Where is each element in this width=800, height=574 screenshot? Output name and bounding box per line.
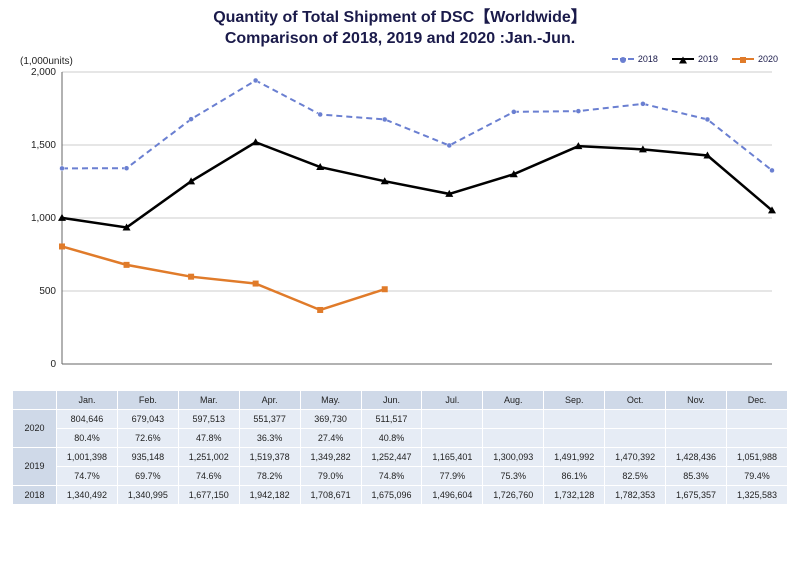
cell-2019-pct-10: 85.3%	[666, 466, 727, 485]
cell-2019-val-9: 1,470,392	[605, 447, 666, 466]
cell-2018-val-7: 1,726,760	[483, 485, 544, 504]
cell-2020-val-0: 804,646	[57, 409, 118, 428]
cell-2019-pct-9: 82.5%	[605, 466, 666, 485]
cell-2020-pct-7	[483, 428, 544, 447]
row-header-2019: 2019	[13, 447, 57, 485]
col-header-8: Sep.	[544, 390, 605, 409]
cell-2018-val-3: 1,942,182	[239, 485, 300, 504]
cell-2020-val-8	[544, 409, 605, 428]
cell-2019-pct-4: 79.0%	[300, 466, 361, 485]
cell-2020-val-11	[726, 409, 787, 428]
chart-container: (1,000units) 2018 2019 2020 0 500 1,000 1,500…	[12, 54, 788, 384]
cell-2018-val-5: 1,675,096	[361, 485, 422, 504]
cell-2020-val-10	[666, 409, 727, 428]
col-header-1: Feb.	[117, 390, 178, 409]
col-header-11: Dec.	[726, 390, 787, 409]
cell-2020-val-9	[605, 409, 666, 428]
cell-2018-val-2: 1,677,150	[178, 485, 239, 504]
cell-2019-val-10: 1,428,436	[666, 447, 727, 466]
unit-label: (1,000units)	[20, 56, 73, 67]
cell-2019-pct-5: 74.8%	[361, 466, 422, 485]
cell-2020-val-4: 369,730	[300, 409, 361, 428]
cell-2019-pct-7: 75.3%	[483, 466, 544, 485]
cell-2019-pct-6: 77.9%	[422, 466, 483, 485]
legend-label-2018: 2018	[638, 54, 658, 64]
cell-2020-pct-6	[422, 428, 483, 447]
cell-2020-val-7	[483, 409, 544, 428]
legend-item-2018: 2018	[612, 54, 658, 64]
cell-2020-pct-0: 80.4%	[57, 428, 118, 447]
cell-2019-pct-3: 78.2%	[239, 466, 300, 485]
cell-2018-val-8: 1,732,128	[544, 485, 605, 504]
svg-text:500: 500	[39, 286, 56, 297]
cell-2018-val-4: 1,708,671	[300, 485, 361, 504]
col-header-7: Aug.	[483, 390, 544, 409]
svg-text:0: 0	[50, 359, 56, 370]
cell-2020-pct-5: 40.8%	[361, 428, 422, 447]
title-line-2: Comparison of 2018, 2019 and 2020 :Jan.-…	[225, 30, 575, 47]
cell-2019-val-11: 1,051,988	[726, 447, 787, 466]
cell-2018-val-10: 1,675,357	[666, 485, 727, 504]
cell-2020-val-3: 551,377	[239, 409, 300, 428]
cell-2019-pct-8: 86.1%	[544, 466, 605, 485]
cell-2018-val-9: 1,782,353	[605, 485, 666, 504]
cell-2018-val-6: 1,496,604	[422, 485, 483, 504]
cell-2020-pct-9	[605, 428, 666, 447]
legend-label-2020: 2020	[758, 54, 778, 64]
col-header-2: Mar.	[178, 390, 239, 409]
cell-2020-val-5: 511,517	[361, 409, 422, 428]
cell-2019-val-4: 1,349,282	[300, 447, 361, 466]
svg-text:2,000: 2,000	[31, 67, 56, 78]
row-header-2018: 2018	[13, 485, 57, 504]
col-header-5: Jun.	[361, 390, 422, 409]
col-header-9: Oct.	[605, 390, 666, 409]
chart-title: Quantity of Total Shipment of DSC【Worldw…	[12, 8, 788, 50]
cell-2019-val-8: 1,491,992	[544, 447, 605, 466]
cell-2019-val-7: 1,300,093	[483, 447, 544, 466]
cell-2019-pct-2: 74.6%	[178, 466, 239, 485]
col-header-6: Jul.	[422, 390, 483, 409]
cell-2020-pct-3: 36.3%	[239, 428, 300, 447]
col-header-10: Nov.	[666, 390, 727, 409]
col-header-4: May.	[300, 390, 361, 409]
legend-label-2019: 2019	[698, 54, 718, 64]
cell-2020-pct-2: 47.8%	[178, 428, 239, 447]
col-header-0: Jan.	[57, 390, 118, 409]
cell-2019-val-1: 935,148	[117, 447, 178, 466]
cell-2020-val-6	[422, 409, 483, 428]
cell-2019-val-2: 1,251,002	[178, 447, 239, 466]
cell-2019-pct-11: 79.4%	[726, 466, 787, 485]
cell-2019-val-5: 1,252,447	[361, 447, 422, 466]
cell-2019-val-6: 1,165,401	[422, 447, 483, 466]
cell-2019-pct-0: 74.7%	[57, 466, 118, 485]
cell-2020-pct-10	[666, 428, 727, 447]
cell-2019-pct-1: 69.7%	[117, 466, 178, 485]
row-header-2020: 2020	[13, 409, 57, 447]
data-table: Jan.Feb.Mar.Apr.May.Jun.Jul.Aug.Sep.Oct.…	[12, 390, 788, 505]
line-chart: 0 500 1,000 1,500 2,000	[12, 54, 788, 384]
cell-2019-val-3: 1,519,378	[239, 447, 300, 466]
legend-item-2020: 2020	[732, 54, 778, 64]
cell-2020-val-2: 597,513	[178, 409, 239, 428]
cell-2018-val-0: 1,340,492	[57, 485, 118, 504]
svg-text:1,500: 1,500	[31, 140, 56, 151]
legend: 2018 2019 2020	[612, 54, 778, 64]
cell-2018-val-11: 1,325,583	[726, 485, 787, 504]
cell-2019-val-0: 1,001,398	[57, 447, 118, 466]
cell-2020-pct-8	[544, 428, 605, 447]
cell-2020-pct-1: 72.6%	[117, 428, 178, 447]
legend-item-2019: 2019	[672, 54, 718, 64]
title-line-1: Quantity of Total Shipment of DSC【Worldw…	[213, 9, 587, 26]
table-corner	[13, 390, 57, 409]
cell-2020-val-1: 679,043	[117, 409, 178, 428]
cell-2020-pct-11	[726, 428, 787, 447]
cell-2018-val-1: 1,340,995	[117, 485, 178, 504]
col-header-3: Apr.	[239, 390, 300, 409]
svg-text:1,000: 1,000	[31, 213, 56, 224]
cell-2020-pct-4: 27.4%	[300, 428, 361, 447]
